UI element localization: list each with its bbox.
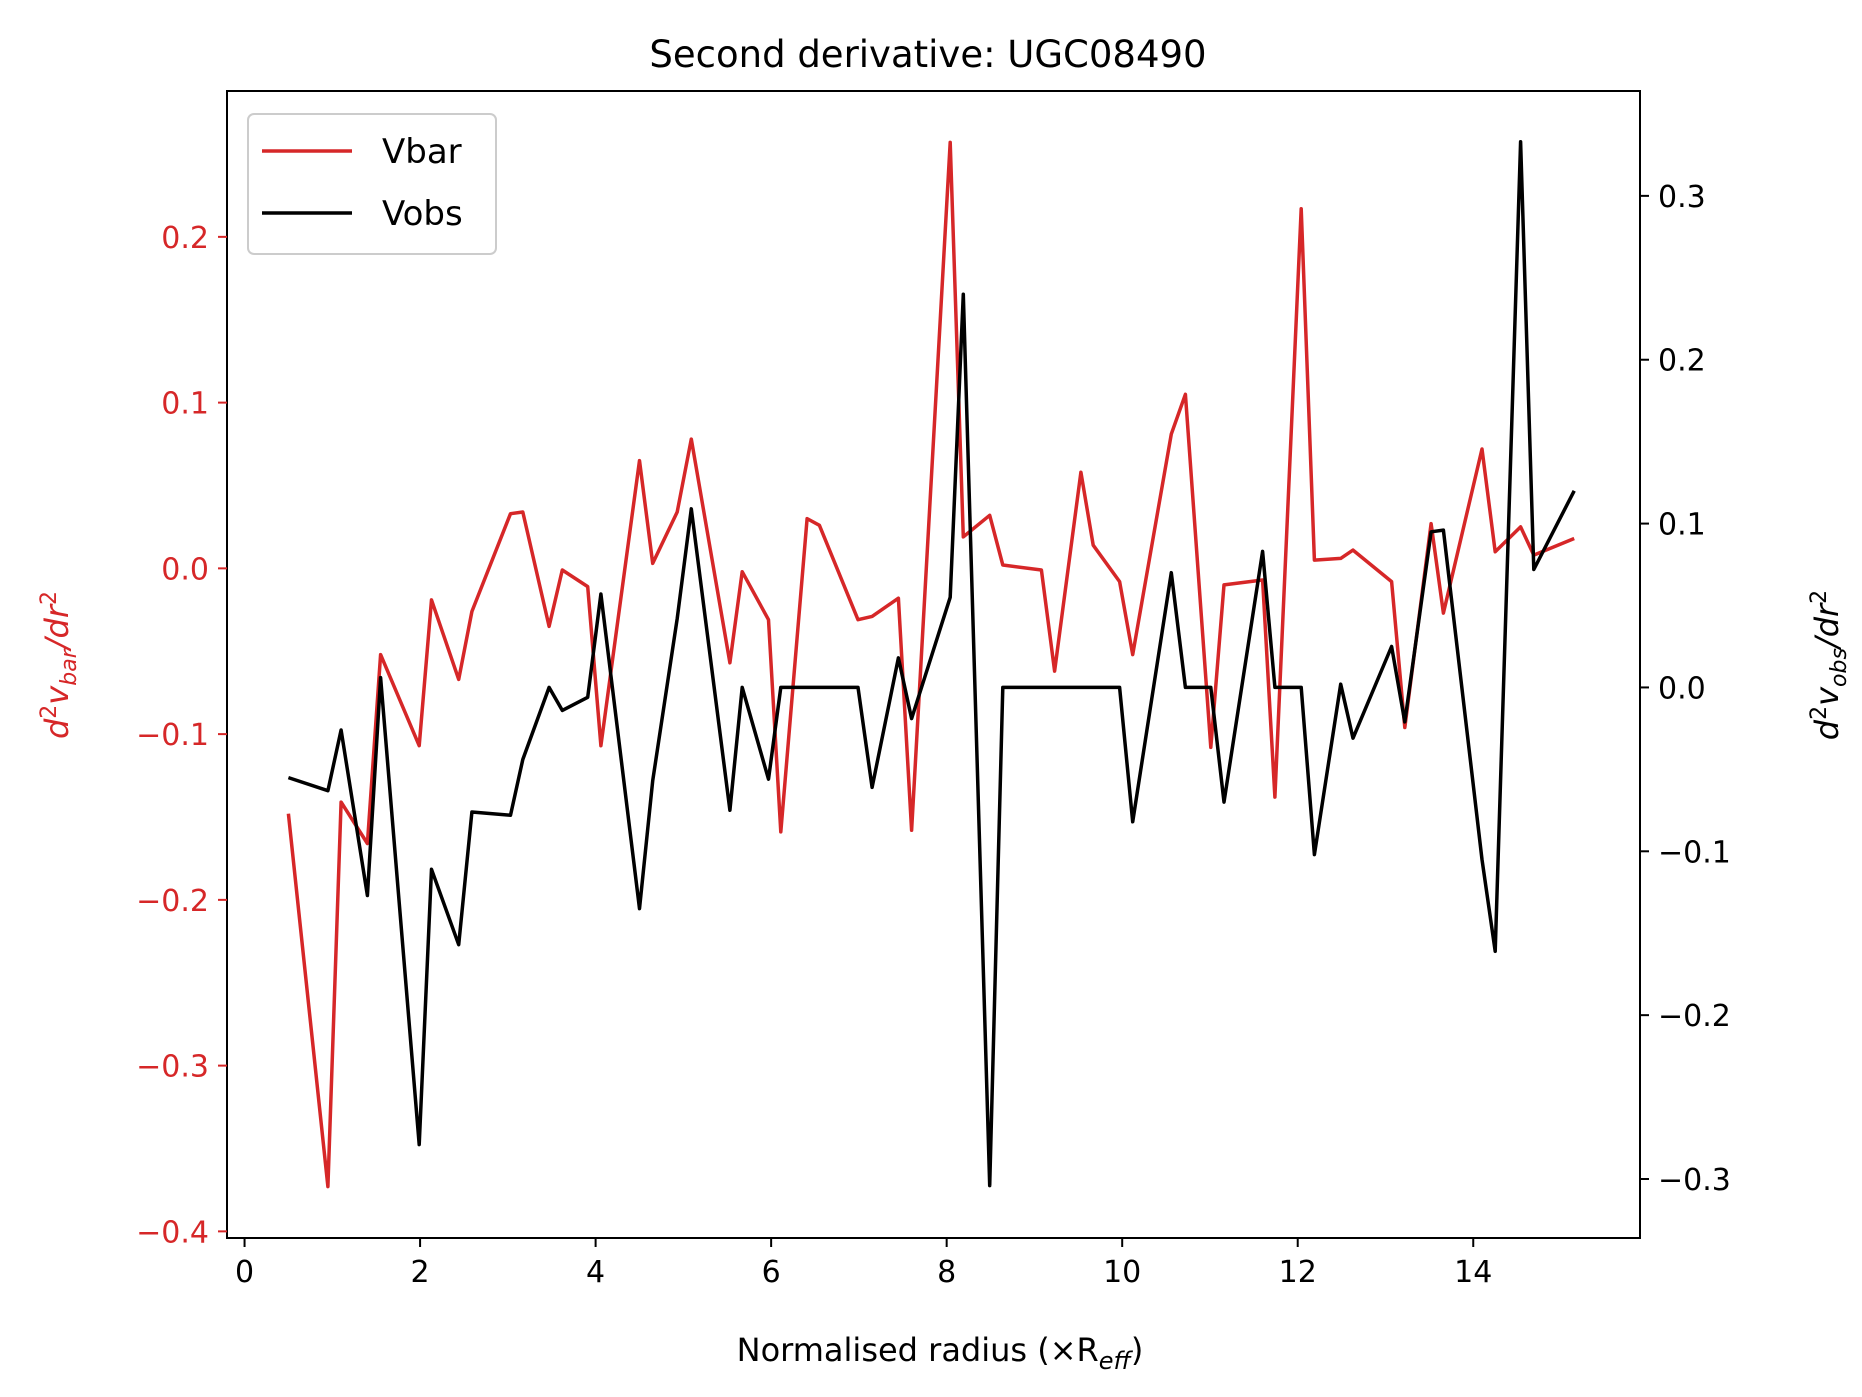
right-y-tick-label: 0.1 <box>1658 508 1706 543</box>
x-tick-label: 12 <box>1279 1255 1317 1290</box>
right-y-tick-label: −0.3 <box>1658 1163 1731 1198</box>
x-axis-label: Normalised radius (×Reff) <box>737 1331 1144 1375</box>
x-tick-label: 14 <box>1454 1255 1492 1290</box>
right-y-axis-ticks: 0.3 0.2 0.1 0.0 −0.1 −0.2 −0.3 <box>1640 180 1731 1198</box>
right-y-tick-label: −0.1 <box>1658 835 1731 870</box>
right-y-tick-label: −0.2 <box>1658 999 1731 1034</box>
left-y-axis-ticks: 0.2 0.1 0.0 −0.1 −0.2 −0.3 −0.4 <box>136 221 227 1250</box>
legend-box <box>247 113 497 255</box>
series-layer <box>286 140 1576 1189</box>
right-y-tick-label: 0.2 <box>1658 344 1706 379</box>
chart-title: Second derivative: UGC08490 <box>649 33 1206 76</box>
left-y-axis-label: d2vbar/dr2 <box>37 591 82 739</box>
x-tick-label: 4 <box>586 1255 605 1290</box>
left-y-tick-label: −0.4 <box>136 1215 209 1250</box>
left-y-tick-label: −0.3 <box>136 1050 209 1085</box>
legend-label-vbar: Vbar <box>382 132 462 172</box>
x-tick-label: 0 <box>235 1255 254 1290</box>
legend: Vbar Vobs <box>247 113 497 255</box>
left-y-tick-label: 0.2 <box>161 221 209 256</box>
left-y-tick-label: 0.0 <box>161 552 209 587</box>
right-y-tick-label: 0.3 <box>1658 180 1706 215</box>
x-tick-label: 6 <box>762 1255 781 1290</box>
right-y-tick-label: 0.0 <box>1658 671 1706 706</box>
series-line-vbar <box>286 140 1575 1189</box>
plot-frame <box>226 90 1641 1239</box>
right-y-axis-label: d2vobs/dr2 <box>1807 590 1852 740</box>
x-tick-label: 8 <box>937 1255 956 1290</box>
series-line-vobs <box>287 140 1576 1188</box>
x-tick-label: 2 <box>411 1255 430 1290</box>
left-y-tick-label: 0.1 <box>161 387 209 422</box>
x-axis-ticks: 0 2 4 6 8 10 12 14 <box>235 1238 1492 1290</box>
left-y-tick-label: −0.1 <box>136 718 209 753</box>
left-y-tick-label: −0.2 <box>136 884 209 919</box>
legend-label-vobs: Vobs <box>382 194 463 234</box>
x-tick-label: 10 <box>1103 1255 1141 1290</box>
